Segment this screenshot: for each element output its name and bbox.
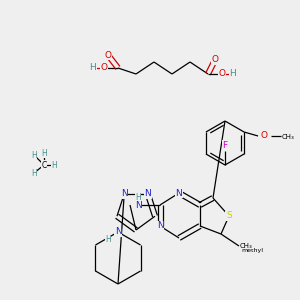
Text: H: H	[230, 70, 236, 79]
Text: H: H	[105, 235, 111, 244]
Text: H: H	[31, 151, 37, 160]
Text: N: N	[135, 200, 141, 209]
Text: O: O	[212, 56, 218, 64]
Text: CH₃: CH₃	[282, 134, 295, 140]
Text: H: H	[135, 193, 141, 202]
Text: CH₃: CH₃	[240, 243, 253, 249]
Text: H: H	[31, 169, 37, 178]
Text: methyl: methyl	[241, 248, 263, 253]
Text: N: N	[157, 221, 164, 230]
Text: H: H	[51, 160, 57, 169]
Text: O: O	[218, 70, 226, 79]
Text: N: N	[176, 188, 182, 197]
Text: N: N	[115, 227, 122, 236]
Text: C: C	[41, 160, 46, 169]
Text: O: O	[104, 50, 112, 59]
Text: H: H	[90, 64, 96, 73]
Text: S: S	[226, 212, 232, 220]
Text: O: O	[261, 131, 268, 140]
Text: N: N	[144, 189, 151, 198]
Text: F: F	[222, 140, 228, 149]
Text: O: O	[100, 64, 107, 73]
Text: N: N	[121, 189, 128, 198]
Text: H: H	[41, 148, 47, 158]
